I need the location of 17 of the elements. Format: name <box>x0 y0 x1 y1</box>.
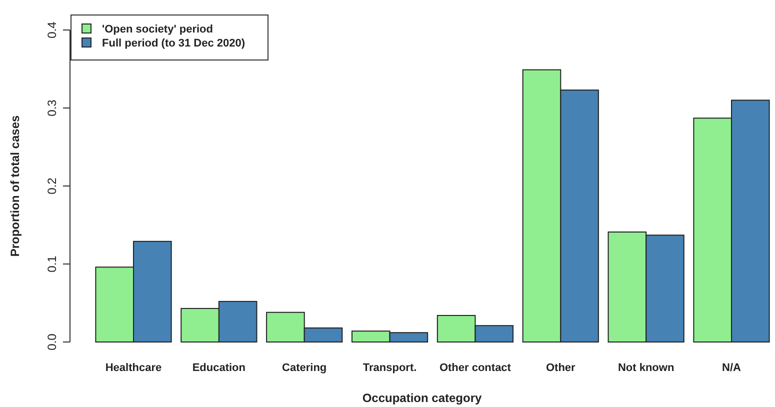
y-tick-label: 0.0 <box>45 333 59 350</box>
y-axis-title: Proportion of total cases <box>8 115 22 257</box>
x-tick-label: Education <box>192 362 246 374</box>
x-tick-label: Transport. <box>362 362 417 374</box>
y-tick-label: 0.1 <box>45 255 59 272</box>
x-tick-label: N/A <box>722 362 742 374</box>
x-axis-title: Occupation category <box>362 391 482 405</box>
y-tick-label: 0.2 <box>45 177 59 194</box>
x-tick-label: Catering <box>282 362 327 374</box>
legend-label: 'Open society' period <box>102 24 213 36</box>
x-tick-label: Other <box>546 362 576 374</box>
x-tick-label: Not known <box>618 362 674 374</box>
legend-label: Full period (to 31 Dec 2020) <box>102 38 246 50</box>
y-tick-label: 0.3 <box>45 99 59 116</box>
y-tick-label: 0.4 <box>45 21 59 38</box>
x-tick-label: Other contact <box>439 362 512 374</box>
x-tick-label: Healthcare <box>105 362 162 374</box>
